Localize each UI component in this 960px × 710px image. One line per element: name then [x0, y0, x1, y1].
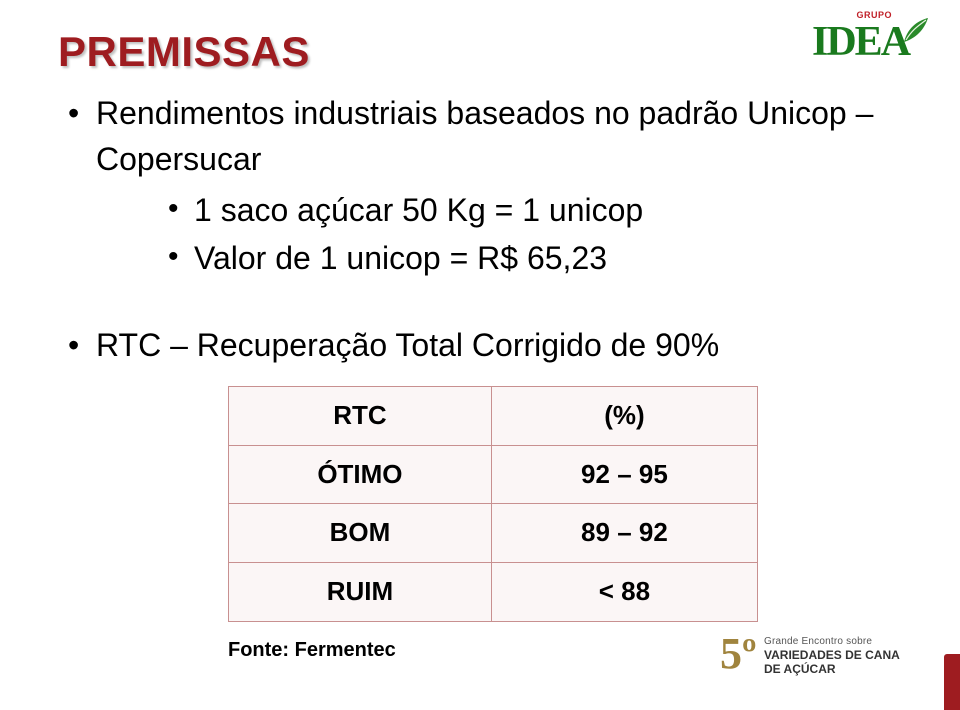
sub-bullet-valor: Valor de 1 unicop = R$ 65,23 — [168, 235, 910, 281]
row-value: < 88 — [491, 563, 757, 622]
event-ordinal: 5º — [720, 628, 757, 679]
row-value: 89 – 92 — [491, 504, 757, 563]
row-value: 92 – 95 — [491, 445, 757, 504]
event-line2: VARIEDADES DE CANA — [764, 648, 900, 662]
bullet-text: Rendimentos industriais baseados no padr… — [96, 95, 873, 177]
slide: GRUPO IDEA PREMISSAS Rendimentos industr… — [0, 0, 960, 710]
table-row: BOM 89 – 92 — [229, 504, 758, 563]
logo-idea-text: IDEA — [812, 18, 909, 66]
bullet-rtc: RTC – Recuperação Total Corrigido de 90% — [66, 322, 910, 368]
table-header-row: RTC (%) — [229, 386, 758, 445]
event-line3: DE AÇÚCAR — [764, 662, 836, 676]
bullet-rendimentos: Rendimentos industriais baseados no padr… — [66, 90, 910, 282]
row-label: RUIM — [229, 563, 492, 622]
event-line1: Grande Encontro sobre — [764, 636, 872, 647]
col-header-rtc: RTC — [229, 386, 492, 445]
col-header-pct: (%) — [491, 386, 757, 445]
brand-logo: GRUPO IDEA — [812, 10, 930, 66]
leaf-icon — [900, 16, 930, 46]
row-label: BOM — [229, 504, 492, 563]
row-label: ÓTIMO — [229, 445, 492, 504]
page-title: PREMISSAS — [58, 28, 910, 76]
rtc-table: RTC (%) ÓTIMO 92 – 95 BOM 89 – 92 RUIM <… — [228, 386, 758, 622]
sub-bullet-saco: 1 saco açúcar 50 Kg = 1 unicop — [168, 187, 910, 233]
corner-accent — [944, 654, 960, 710]
event-logo: 5º Grande Encontro sobre VARIEDADES DE C… — [720, 630, 930, 690]
table-row: ÓTIMO 92 – 95 — [229, 445, 758, 504]
table-row: RUIM < 88 — [229, 563, 758, 622]
content-block: Rendimentos industriais baseados no padr… — [58, 90, 910, 665]
